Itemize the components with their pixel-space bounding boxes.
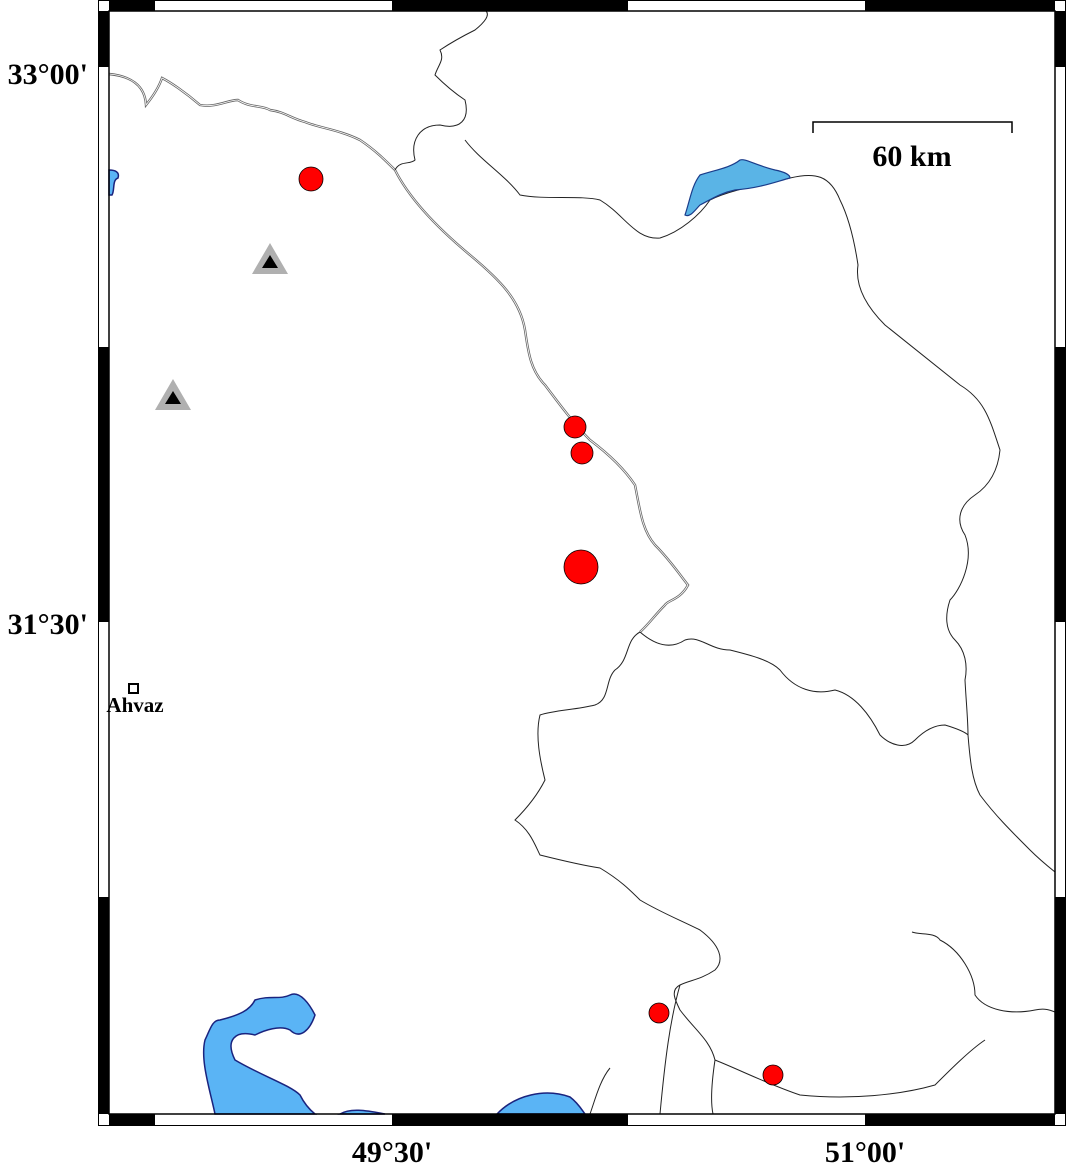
gulf-water	[202, 993, 318, 1115]
x-tick-label: 51°00'	[825, 1136, 905, 1164]
border-south-a	[639, 631, 1056, 873]
event-marker	[762, 1064, 784, 1086]
coastal-water-b	[495, 1092, 587, 1115]
event-marker	[648, 1002, 670, 1024]
border-south-c	[714, 1039, 986, 1098]
border-east-a	[464, 139, 1001, 736]
event-marker	[570, 441, 594, 465]
border-north	[394, 10, 488, 171]
y-tick-label: 31°30'	[8, 608, 88, 641]
event-marker	[298, 166, 324, 192]
border-south-b	[514, 631, 721, 1115]
border-double-central	[393, 169, 690, 633]
border-south-e	[659, 984, 681, 1115]
scale-bar-label: 60 km	[872, 140, 951, 173]
border-south-d	[589, 1067, 611, 1115]
square-icon	[128, 683, 139, 694]
water-west-edge	[108, 169, 120, 196]
station-marker	[155, 379, 191, 410]
station-marker	[252, 243, 288, 274]
lake-north	[684, 159, 791, 217]
city-label-ahvaz: Ahvaz	[106, 693, 163, 717]
map-area: 60 km Ahvaz	[106, 10, 1056, 1115]
event-marker	[563, 415, 587, 439]
map-frame	[98, 0, 1066, 1126]
border-double-north	[108, 72, 396, 171]
x-tick-label: 49°30'	[352, 1136, 432, 1164]
event-marker	[563, 549, 599, 585]
scale-bar: 60 km	[812, 121, 1013, 173]
border-southeast	[911, 931, 1056, 1013]
y-tick-label: 33°00'	[8, 58, 88, 91]
